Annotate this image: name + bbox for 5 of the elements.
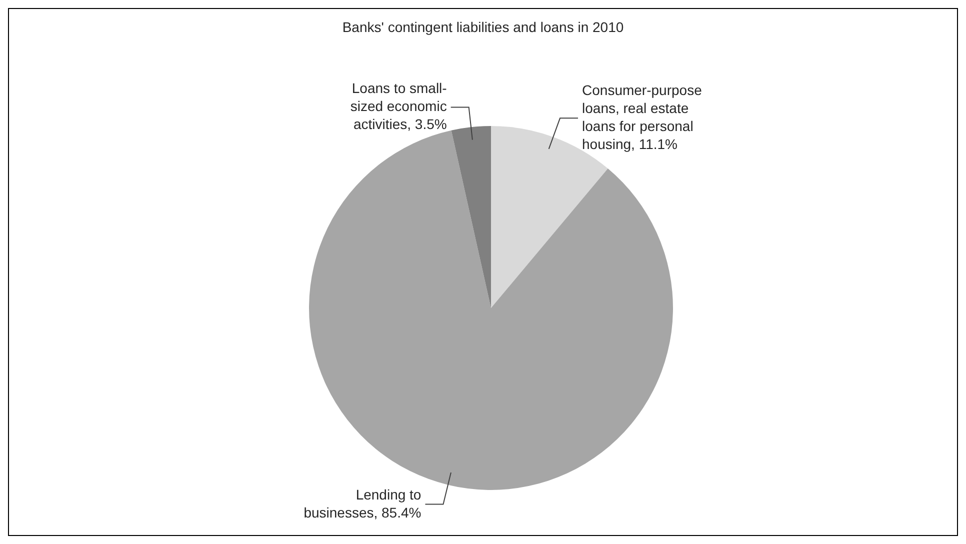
chart-title: Banks' contingent liabilities and loans in 2010 <box>341 19 625 35</box>
slice-label: Lending to businesses, 85.4% <box>304 486 422 520</box>
slice-label: Consumer-purpose loans, real estate loans for personal housing, 11.1% <box>582 82 702 152</box>
pie-slice <box>451 126 491 308</box>
slice-label: Loans to small-sized economic activities, 3.5% <box>350 80 448 132</box>
